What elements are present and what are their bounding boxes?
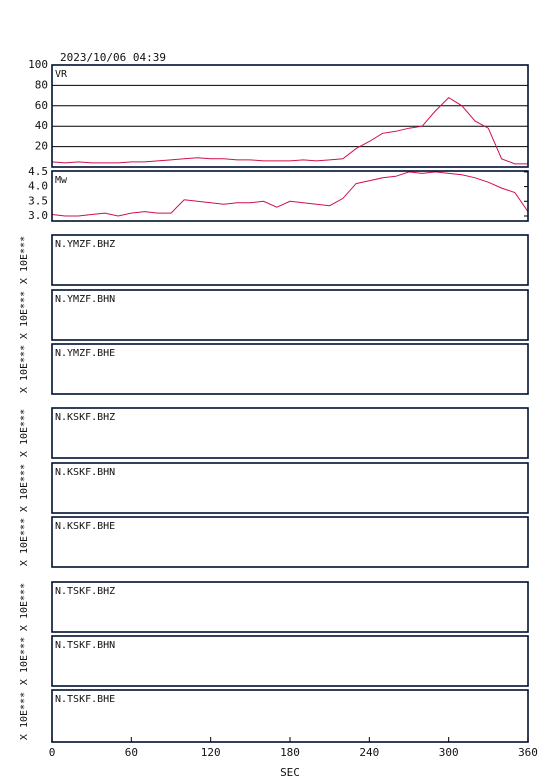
x-tick-label: 360 bbox=[518, 746, 538, 759]
station-label: N.TSKF.BHN bbox=[55, 640, 115, 651]
y-tick-label: 60 bbox=[35, 99, 48, 112]
station-label: N.KSKF.BHE bbox=[55, 521, 115, 532]
scale-label: X 10E*** bbox=[19, 464, 30, 512]
x-tick-label: 300 bbox=[439, 746, 459, 759]
station-panel bbox=[51, 289, 529, 341]
scale-label: X 10E*** bbox=[19, 345, 30, 393]
station-label: N.KSKF.BHN bbox=[55, 467, 115, 478]
y-tick-label: 100 bbox=[28, 58, 48, 71]
scale-label: X 10E*** bbox=[19, 692, 30, 740]
x-tick-label: 180 bbox=[280, 746, 300, 759]
y-tick-label: 80 bbox=[35, 78, 48, 91]
x-tick-label: 120 bbox=[201, 746, 221, 759]
y-tick-label: 40 bbox=[35, 119, 48, 132]
station-label: N.TSKF.BHZ bbox=[55, 586, 115, 597]
panel-label: VR bbox=[55, 69, 68, 80]
y-tick-label: 4.0 bbox=[28, 180, 48, 193]
station-panel bbox=[51, 689, 529, 743]
panel-label: Mw bbox=[55, 175, 68, 186]
station-panel bbox=[51, 407, 529, 459]
scale-label: X 10E*** bbox=[19, 583, 30, 631]
scale-label: X 10E*** bbox=[19, 236, 30, 284]
station-label: N.TSKF.BHE bbox=[55, 694, 115, 705]
x-axis-label: SEC bbox=[280, 766, 300, 779]
y-tick-label: 3.0 bbox=[28, 209, 48, 222]
station-panel bbox=[51, 462, 529, 514]
station-label: N.YMZF.BHE bbox=[55, 348, 115, 359]
panel-frame bbox=[51, 64, 529, 168]
scale-label: X 10E*** bbox=[19, 518, 30, 566]
data-line bbox=[51, 171, 529, 217]
panel-frame bbox=[51, 170, 529, 222]
y-tick-label: 4.5 bbox=[28, 165, 48, 178]
scale-label: X 10E*** bbox=[19, 291, 30, 339]
station-label: N.KSKF.BHZ bbox=[55, 412, 115, 423]
station-label: N.YMZF.BHZ bbox=[55, 239, 115, 250]
scale-label: X 10E*** bbox=[19, 409, 30, 457]
y-tick-label: 20 bbox=[35, 140, 48, 153]
x-tick-label: 240 bbox=[359, 746, 379, 759]
station-panel bbox=[51, 635, 529, 687]
x-tick-label: 60 bbox=[125, 746, 138, 759]
y-tick-label: 3.5 bbox=[28, 194, 48, 207]
x-tick-label: 0 bbox=[49, 746, 56, 759]
station-panel bbox=[51, 343, 529, 395]
station-panel bbox=[51, 516, 529, 568]
station-panel bbox=[51, 234, 529, 286]
station-label: N.YMZF.BHN bbox=[55, 294, 115, 305]
station-panel bbox=[51, 581, 529, 633]
scale-label: X 10E*** bbox=[19, 637, 30, 685]
data-line bbox=[51, 96, 528, 165]
figure-title: 2023/10/06 04:39 bbox=[60, 51, 166, 64]
